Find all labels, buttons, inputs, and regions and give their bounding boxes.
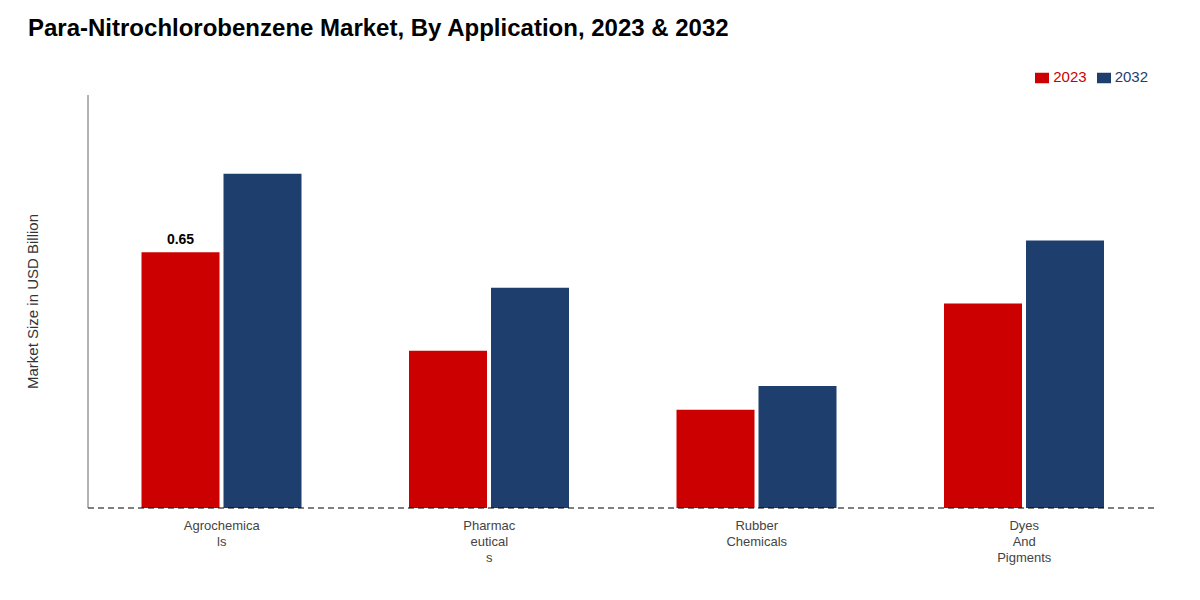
html-text:2032: 2032 — [1114, 68, 1148, 85]
html-text:2023: 2023 — [1053, 68, 1087, 85]
svg-text:RubberChemicals: RubberChemicals — [726, 518, 787, 549]
html-text:Para-Nitrochlorobenzene Market: Para-Nitrochlorobenzene Market, By Appli… — [28, 14, 729, 41]
svg-text:DyesAndPigments: DyesAndPigments — [997, 518, 1052, 565]
svg-text:Agrochemicals: Agrochemicals — [184, 518, 261, 549]
svg-text:0.65: 0.65 — [167, 231, 194, 247]
svg-text:Market Size in USD Billion: Market Size in USD Billion — [24, 214, 41, 389]
svg-text:Pharmaceuticals: Pharmaceuticals — [463, 518, 516, 565]
